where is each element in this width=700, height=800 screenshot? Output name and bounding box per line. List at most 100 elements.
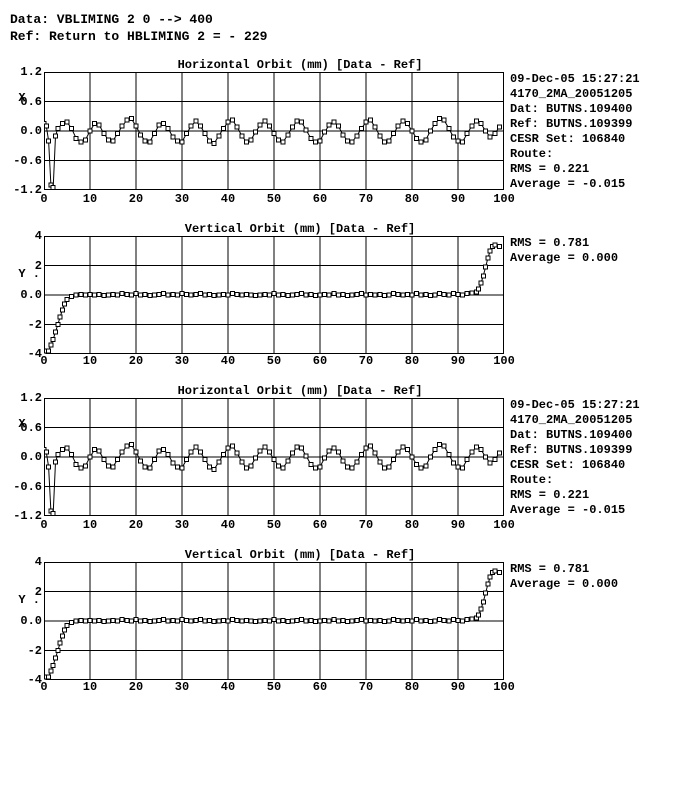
- x-tick-label: 0: [40, 354, 47, 368]
- x-tick-label: 100: [493, 518, 515, 532]
- plot-area: [44, 398, 504, 516]
- chart-panel: Horizontal Orbit (mm) [Data - Ref] -1.2 -0…: [10, 58, 700, 208]
- y-axis: -4-20.024Y .: [10, 236, 44, 354]
- y-tick-label: -1.2: [13, 183, 42, 197]
- x-tick-label: 50: [267, 354, 281, 368]
- x-tick-label: 90: [451, 680, 465, 694]
- y-tick-label: 4: [35, 555, 42, 569]
- x-tick-label: 0: [40, 680, 47, 694]
- x-tick-label: 100: [493, 192, 515, 206]
- side-info-line: RMS = 0.781: [510, 562, 618, 577]
- x-tick-label: 20: [129, 518, 143, 532]
- x-tick-label: 70: [359, 354, 373, 368]
- x-axis: 0102030405060708090100: [44, 354, 504, 370]
- x-axis: 0102030405060708090100: [44, 680, 504, 696]
- x-tick-label: 100: [493, 680, 515, 694]
- side-info-line: 4170_2MA_20051205: [510, 87, 640, 102]
- side-info-line: RMS = 0.781: [510, 236, 618, 251]
- x-tick-label: 90: [451, 354, 465, 368]
- side-info-line: 09-Dec-05 15:27:21: [510, 398, 640, 413]
- x-tick-label: 100: [493, 354, 515, 368]
- x-tick-label: 50: [267, 518, 281, 532]
- side-info-line: Route:: [510, 147, 640, 162]
- x-tick-label: 60: [313, 354, 327, 368]
- plot-area: [44, 236, 504, 354]
- x-tick-label: 70: [359, 518, 373, 532]
- side-info-line: 4170_2MA_20051205: [510, 413, 640, 428]
- x-tick-label: 60: [313, 518, 327, 532]
- side-info-line: 09-Dec-05 15:27:21: [510, 72, 640, 87]
- x-tick-label: 10: [83, 518, 97, 532]
- x-tick-label: 20: [129, 192, 143, 206]
- side-info-line: Ref: BUTNS.109399: [510, 443, 640, 458]
- side-info-line: Average = 0.000: [510, 577, 618, 592]
- x-axis: 0102030405060708090100: [44, 192, 504, 208]
- charts-container: Horizontal Orbit (mm) [Data - Ref] -1.2 -0…: [10, 58, 700, 696]
- header-ref-line: Ref: Return to HBLIMING 2 = - 229: [10, 29, 700, 44]
- chart-panel: Vertical Orbit (mm) [Data - Ref] -4-20.02…: [10, 548, 700, 696]
- side-info-line: Dat: BUTNS.109400: [510, 102, 640, 117]
- y-axis-label: X .: [18, 417, 40, 431]
- chart-side-info: RMS = 0.781Average = 0.000: [510, 236, 618, 266]
- x-tick-label: 30: [175, 192, 189, 206]
- side-info-line: Dat: BUTNS.109400: [510, 428, 640, 443]
- y-tick-label: -1.2: [13, 509, 42, 523]
- y-tick-label: -0.6: [13, 154, 42, 168]
- y-tick-label: 0.0: [20, 124, 42, 138]
- x-tick-label: 70: [359, 680, 373, 694]
- x-tick-label: 20: [129, 354, 143, 368]
- x-tick-label: 80: [405, 518, 419, 532]
- x-tick-label: 10: [83, 192, 97, 206]
- chart-title: Vertical Orbit (mm) [Data - Ref]: [50, 222, 550, 236]
- chart-side-info: 09-Dec-05 15:27:214170_2MA_20051205Dat: …: [510, 398, 640, 518]
- x-tick-label: 30: [175, 518, 189, 532]
- y-axis: -1.2-0.60.00.61.2X .: [10, 398, 44, 516]
- y-tick-label: 1.2: [20, 391, 42, 405]
- y-axis-label: X .: [18, 91, 40, 105]
- x-tick-label: 40: [221, 518, 235, 532]
- y-tick-label: -2: [28, 318, 42, 332]
- chart-side-info: 09-Dec-05 15:27:214170_2MA_20051205Dat: …: [510, 72, 640, 192]
- x-tick-label: 50: [267, 680, 281, 694]
- side-info-line: Ref: BUTNS.109399: [510, 117, 640, 132]
- header-data-line: Data: VBLIMING 2 0 --> 400: [10, 12, 700, 27]
- x-tick-label: 10: [83, 354, 97, 368]
- y-axis-label: Y .: [18, 267, 40, 281]
- side-info-line: RMS = 0.221: [510, 488, 640, 503]
- y-tick-label: -0.6: [13, 480, 42, 494]
- side-info-line: Average = -0.015: [510, 177, 640, 192]
- y-tick-label: -2: [28, 644, 42, 658]
- chart-title: Vertical Orbit (mm) [Data - Ref]: [50, 548, 550, 562]
- x-tick-label: 60: [313, 192, 327, 206]
- side-info-line: RMS = 0.221: [510, 162, 640, 177]
- y-tick-label: 0.0: [20, 450, 42, 464]
- x-tick-label: 40: [221, 680, 235, 694]
- plot-area: [44, 72, 504, 190]
- side-info-line: Average = -0.015: [510, 503, 640, 518]
- x-tick-label: 90: [451, 518, 465, 532]
- plot-area: [44, 562, 504, 680]
- x-tick-label: 70: [359, 192, 373, 206]
- y-tick-label: 4: [35, 229, 42, 243]
- y-tick-label: 0.0: [20, 288, 42, 302]
- chart-panel: Horizontal Orbit (mm) [Data - Ref] -1.2 -0…: [10, 384, 700, 534]
- chart-title: Horizontal Orbit (mm) [Data - Ref]: [50, 384, 550, 398]
- y-axis-label: Y .: [18, 593, 40, 607]
- x-tick-label: 10: [83, 680, 97, 694]
- side-info-line: Route:: [510, 473, 640, 488]
- x-tick-label: 50: [267, 192, 281, 206]
- x-axis: 0102030405060708090100: [44, 518, 504, 534]
- x-tick-label: 20: [129, 680, 143, 694]
- chart-title: Horizontal Orbit (mm) [Data - Ref]: [50, 58, 550, 72]
- x-tick-label: 90: [451, 192, 465, 206]
- chart-panel: Vertical Orbit (mm) [Data - Ref]-4-20.02…: [10, 222, 700, 370]
- x-tick-label: 0: [40, 192, 47, 206]
- side-info-line: CESR Set: 106840: [510, 458, 640, 473]
- x-tick-label: 80: [405, 680, 419, 694]
- y-axis: -1.2-0.60.00.61.2X .: [10, 72, 44, 190]
- y-axis: -4-20.024Y .: [10, 562, 44, 680]
- x-tick-label: 0: [40, 518, 47, 532]
- side-info-line: CESR Set: 106840: [510, 132, 640, 147]
- x-tick-label: 80: [405, 192, 419, 206]
- x-tick-label: 30: [175, 354, 189, 368]
